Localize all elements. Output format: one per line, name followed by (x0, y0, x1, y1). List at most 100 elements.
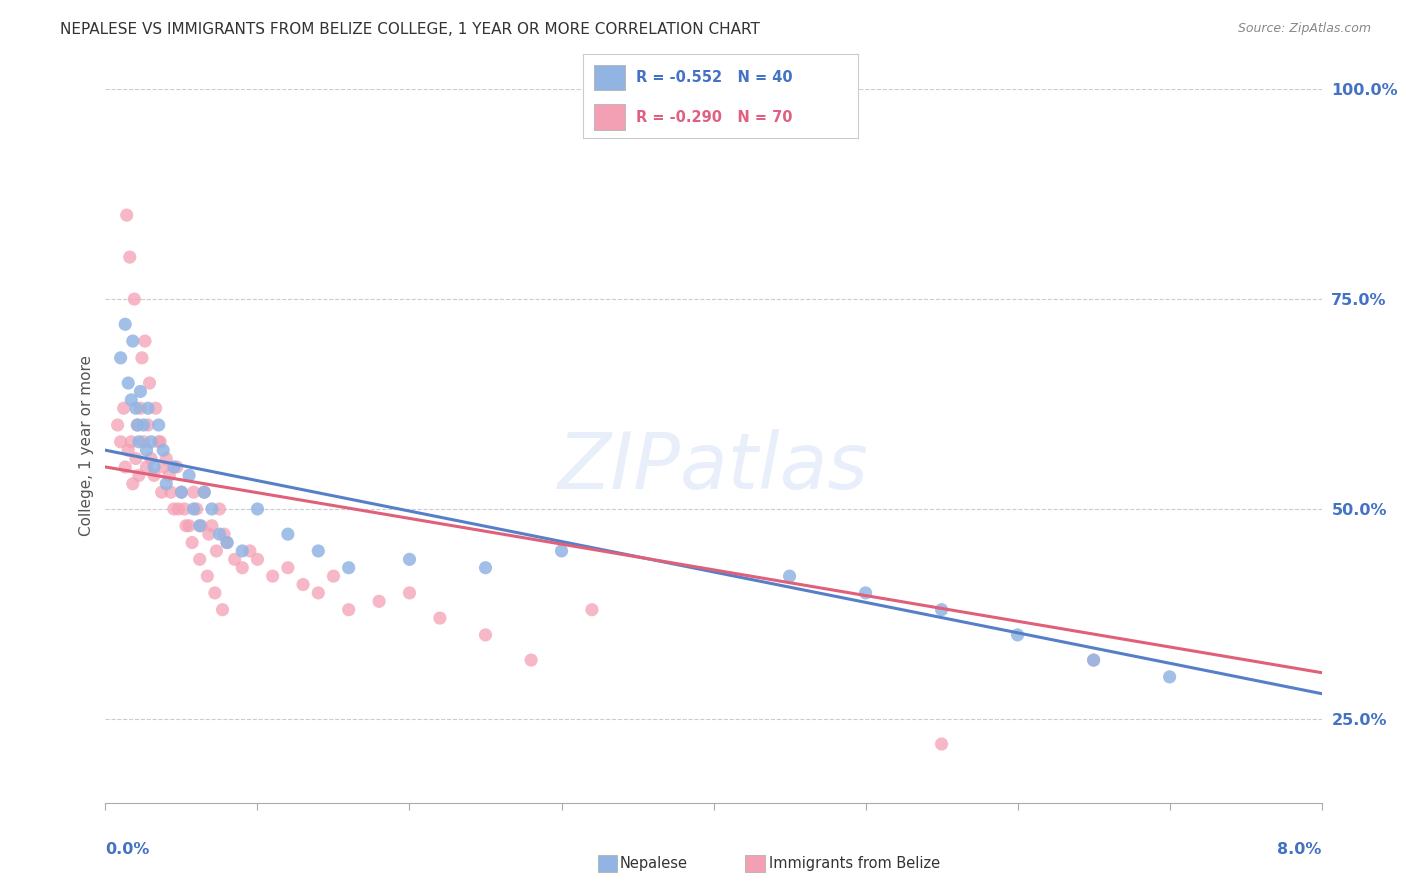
Text: ZIPatlas: ZIPatlas (558, 429, 869, 506)
Point (201, 502, 224, 516)
Point (931, 603, 953, 617)
Point (128, 468, 150, 483)
Point (181, 535, 204, 549)
Point (120, 392, 142, 407)
Point (170, 485, 193, 500)
Text: R = -0.290   N = 70: R = -0.290 N = 70 (636, 110, 792, 125)
Point (204, 586, 226, 600)
Point (190, 518, 212, 533)
Text: 0.0%: 0.0% (105, 842, 150, 857)
Point (114, 318, 136, 332)
Point (262, 569, 284, 583)
Point (150, 485, 173, 500)
Point (931, 737, 953, 751)
Point (139, 434, 162, 449)
Point (107, 417, 129, 432)
Point (112, 401, 135, 416)
Point (125, 451, 148, 466)
Point (110, 351, 132, 365)
Point (205, 544, 228, 558)
Point (855, 586, 877, 600)
Point (128, 434, 150, 449)
Text: NEPALESE VS IMMIGRANTS FROM BELIZE COLLEGE, 1 YEAR OR MORE CORRELATION CHART: NEPALESE VS IMMIGRANTS FROM BELIZE COLLE… (60, 22, 761, 37)
Point (208, 527, 231, 541)
Point (398, 552, 420, 566)
Point (139, 451, 162, 466)
Point (143, 460, 166, 475)
Point (212, 527, 235, 541)
Point (1083, 653, 1105, 667)
Point (474, 628, 496, 642)
Bar (595, 64, 624, 90)
Bar (595, 104, 624, 130)
Point (474, 560, 496, 574)
Point (581, 603, 603, 617)
Point (135, 460, 157, 475)
Point (193, 485, 215, 500)
Point (183, 502, 205, 516)
Point (159, 485, 181, 500)
Point (149, 434, 172, 449)
Point (177, 518, 200, 533)
Point (217, 535, 239, 549)
Point (1159, 670, 1181, 684)
Point (224, 552, 246, 566)
Point (155, 476, 177, 491)
Point (277, 527, 299, 541)
Point (211, 603, 233, 617)
Point (115, 208, 138, 222)
Point (121, 476, 143, 491)
Point (148, 434, 170, 449)
Point (127, 417, 149, 432)
Point (208, 502, 231, 516)
Point (132, 417, 155, 432)
Point (125, 401, 148, 416)
Point (550, 544, 572, 558)
Point (120, 434, 142, 449)
Point (429, 611, 451, 625)
Text: Nepalese: Nepalese (620, 856, 688, 871)
Point (368, 594, 391, 608)
Point (201, 518, 224, 533)
Point (779, 569, 801, 583)
Point (131, 351, 153, 365)
Point (322, 569, 344, 583)
Point (337, 603, 360, 617)
Point (163, 502, 186, 516)
Point (138, 376, 160, 390)
Point (167, 502, 190, 516)
Point (198, 527, 221, 541)
Point (129, 384, 152, 399)
Point (145, 401, 167, 416)
Point (114, 460, 136, 475)
Point (170, 485, 193, 500)
Point (337, 560, 360, 574)
Point (277, 560, 299, 574)
Point (132, 434, 155, 449)
Point (152, 460, 174, 475)
Point (231, 544, 253, 558)
Point (239, 544, 262, 558)
Point (117, 376, 139, 390)
Point (1007, 628, 1029, 642)
Point (157, 468, 180, 483)
Point (143, 468, 166, 483)
Point (246, 552, 269, 566)
Point (246, 502, 269, 516)
Point (134, 334, 156, 348)
Text: R = -0.552   N = 40: R = -0.552 N = 40 (636, 70, 792, 85)
Point (188, 552, 211, 566)
Point (174, 518, 197, 533)
Point (520, 653, 543, 667)
Point (118, 250, 141, 264)
Point (166, 460, 188, 475)
Point (398, 586, 420, 600)
Point (217, 535, 239, 549)
Point (173, 502, 195, 516)
Text: 8.0%: 8.0% (1277, 842, 1322, 857)
Point (148, 417, 170, 432)
Point (127, 417, 149, 432)
Point (307, 586, 329, 600)
Y-axis label: College, 1 year or more: College, 1 year or more (79, 356, 94, 536)
Text: Immigrants from Belize: Immigrants from Belize (769, 856, 941, 871)
